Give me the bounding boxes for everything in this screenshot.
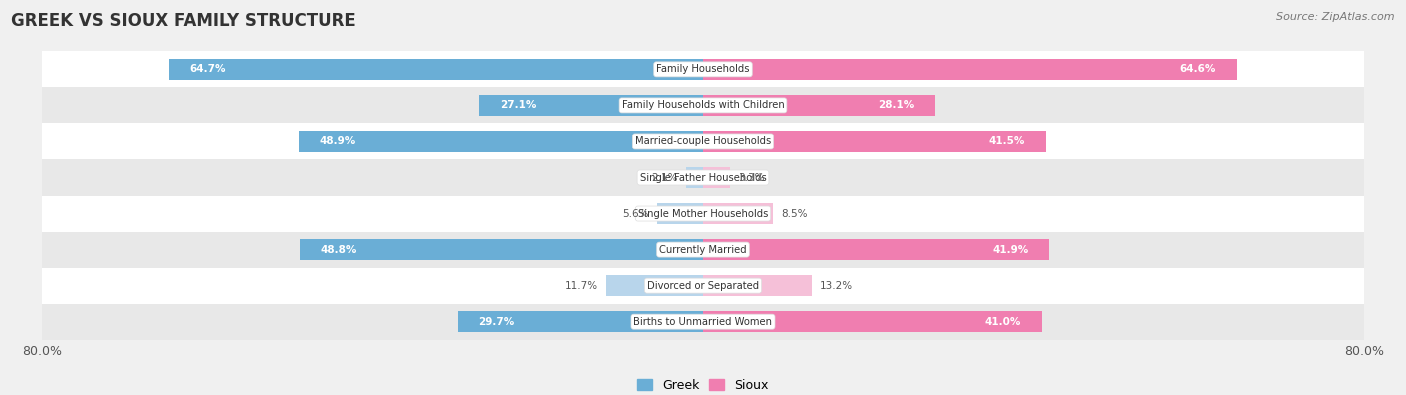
Bar (686, 167, 703, 188)
Bar (606, 275, 703, 296)
Bar (42, 304, 1364, 340)
Bar (703, 131, 1046, 152)
Text: Single Father Households: Single Father Households (640, 173, 766, 182)
Text: 48.9%: 48.9% (319, 136, 356, 147)
Text: 11.7%: 11.7% (565, 280, 598, 291)
Text: 29.7%: 29.7% (478, 317, 515, 327)
Text: Family Households: Family Households (657, 64, 749, 74)
Text: GREEK VS SIOUX FAMILY STRUCTURE: GREEK VS SIOUX FAMILY STRUCTURE (11, 12, 356, 30)
Bar (42, 124, 1364, 160)
Bar (169, 59, 703, 80)
Text: 48.8%: 48.8% (321, 245, 357, 255)
Text: 2.1%: 2.1% (651, 173, 678, 182)
Text: 41.5%: 41.5% (988, 136, 1025, 147)
Bar (42, 268, 1364, 304)
Bar (42, 87, 1364, 124)
Bar (42, 231, 1364, 268)
Bar (479, 95, 703, 116)
Bar (657, 203, 703, 224)
Text: Single Mother Households: Single Mother Households (638, 209, 768, 218)
Text: 3.3%: 3.3% (738, 173, 765, 182)
Bar (703, 59, 1237, 80)
Text: 41.0%: 41.0% (984, 317, 1021, 327)
Bar (703, 311, 1042, 332)
Text: Source: ZipAtlas.com: Source: ZipAtlas.com (1277, 12, 1395, 22)
Text: 13.2%: 13.2% (820, 280, 853, 291)
Bar (299, 239, 703, 260)
Text: 5.6%: 5.6% (621, 209, 648, 218)
Bar (458, 311, 703, 332)
Bar (42, 160, 1364, 196)
Text: 28.1%: 28.1% (879, 100, 914, 111)
Bar (42, 51, 1364, 87)
Text: 64.6%: 64.6% (1180, 64, 1216, 74)
Text: Divorced or Separated: Divorced or Separated (647, 280, 759, 291)
Text: Family Households with Children: Family Households with Children (621, 100, 785, 111)
Text: Married-couple Households: Married-couple Households (636, 136, 770, 147)
Bar (703, 203, 773, 224)
Bar (299, 131, 703, 152)
Text: 27.1%: 27.1% (499, 100, 536, 111)
Text: Currently Married: Currently Married (659, 245, 747, 255)
Bar (703, 239, 1049, 260)
Legend: Greek, Sioux: Greek, Sioux (633, 374, 773, 395)
Text: 8.5%: 8.5% (782, 209, 808, 218)
Bar (42, 196, 1364, 231)
Bar (703, 95, 935, 116)
Bar (703, 275, 813, 296)
Text: 64.7%: 64.7% (190, 64, 226, 74)
Bar (703, 167, 730, 188)
Text: Births to Unmarried Women: Births to Unmarried Women (634, 317, 772, 327)
Text: 41.9%: 41.9% (993, 245, 1028, 255)
